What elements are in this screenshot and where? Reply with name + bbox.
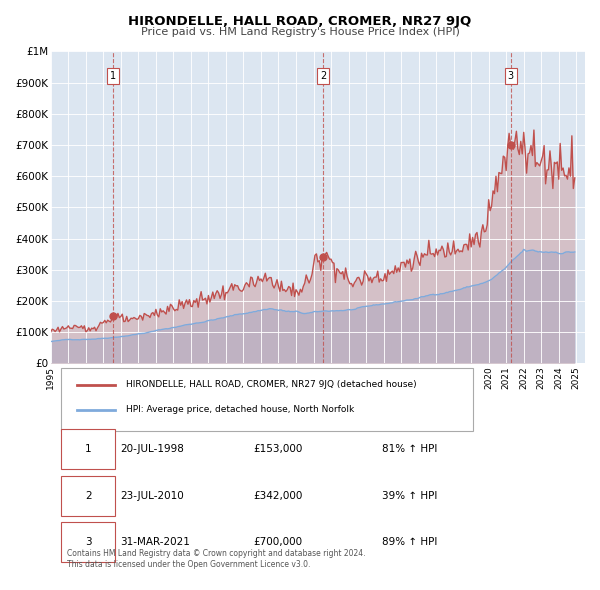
Text: 89% ↑ HPI: 89% ↑ HPI xyxy=(382,537,437,547)
Text: HPI: Average price, detached house, North Norfolk: HPI: Average price, detached house, Nort… xyxy=(125,405,354,414)
Text: 1: 1 xyxy=(85,444,91,454)
Text: £700,000: £700,000 xyxy=(254,537,303,547)
Text: HIRONDELLE, HALL ROAD, CROMER, NR27 9JQ: HIRONDELLE, HALL ROAD, CROMER, NR27 9JQ xyxy=(128,15,472,28)
Text: £342,000: £342,000 xyxy=(254,491,303,501)
Text: 81% ↑ HPI: 81% ↑ HPI xyxy=(382,444,437,454)
FancyBboxPatch shape xyxy=(61,476,115,516)
Text: 3: 3 xyxy=(85,537,91,547)
Text: £153,000: £153,000 xyxy=(254,444,303,454)
Text: HIRONDELLE, HALL ROAD, CROMER, NR27 9JQ (detached house): HIRONDELLE, HALL ROAD, CROMER, NR27 9JQ … xyxy=(125,380,416,389)
Text: Contains HM Land Registry data © Crown copyright and database right 2024.
This d: Contains HM Land Registry data © Crown c… xyxy=(67,549,365,569)
Text: 39% ↑ HPI: 39% ↑ HPI xyxy=(382,491,437,501)
FancyBboxPatch shape xyxy=(61,522,115,562)
Text: 2: 2 xyxy=(320,71,326,81)
Text: 31-MAR-2021: 31-MAR-2021 xyxy=(120,537,190,547)
Text: 3: 3 xyxy=(508,71,514,81)
FancyBboxPatch shape xyxy=(61,429,115,469)
FancyBboxPatch shape xyxy=(61,368,473,431)
Text: Price paid vs. HM Land Registry's House Price Index (HPI): Price paid vs. HM Land Registry's House … xyxy=(140,27,460,37)
Text: 23-JUL-2010: 23-JUL-2010 xyxy=(120,491,184,501)
Text: 1: 1 xyxy=(110,71,116,81)
Text: 2: 2 xyxy=(85,491,91,501)
Text: 20-JUL-1998: 20-JUL-1998 xyxy=(120,444,184,454)
